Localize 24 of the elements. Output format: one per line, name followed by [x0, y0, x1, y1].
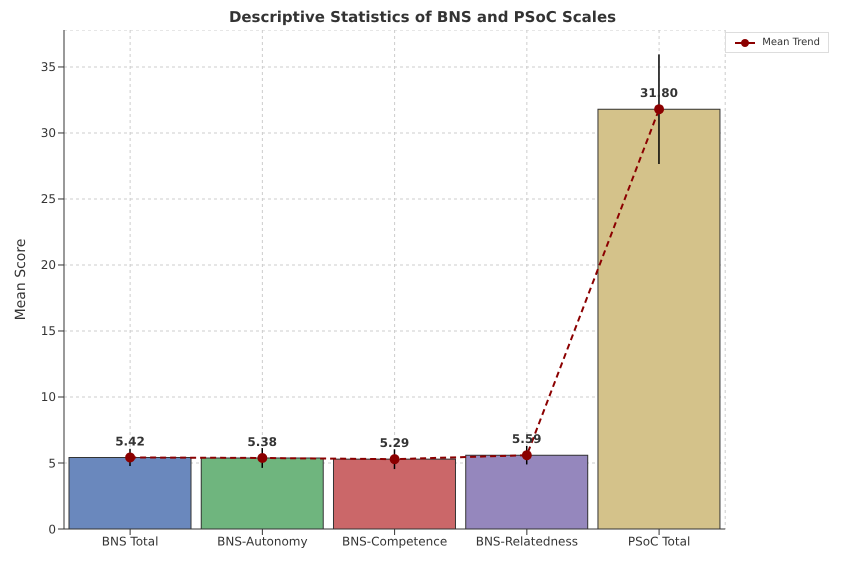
data-label: 5.42: [115, 434, 145, 448]
point: [390, 454, 400, 464]
y-tick-label: 20: [40, 258, 56, 272]
y-tick-label: 30: [40, 126, 56, 140]
point: [125, 452, 136, 462]
y-tick-label: 25: [40, 192, 56, 206]
y-tick-label: 5: [48, 456, 56, 470]
x-tick-label: BNS Total: [102, 534, 158, 549]
y-axis-title: Mean Score: [12, 238, 29, 320]
legend-label: Mean Trend: [762, 37, 820, 48]
y-tick-label: 35: [40, 60, 56, 74]
x-tick-label: BNS-Relatedness: [476, 534, 578, 549]
point: [257, 452, 268, 463]
y-tick-label: 0: [48, 522, 56, 536]
point: [654, 104, 664, 114]
x-tick-label: PSoC Total: [628, 534, 690, 549]
y-tick-label: 15: [40, 324, 56, 338]
data-label: 5.29: [380, 436, 410, 450]
data-label: 5.38: [247, 434, 278, 449]
chart-title: Descriptive Statistics of BNS and PSoC Scales: [228, 8, 618, 28]
y-tick-label: 10: [40, 390, 56, 404]
x-tick-label: BNS-Competence: [342, 534, 448, 549]
point: [522, 450, 532, 460]
x-tick-label: BNS-Autonomy: [217, 534, 308, 549]
